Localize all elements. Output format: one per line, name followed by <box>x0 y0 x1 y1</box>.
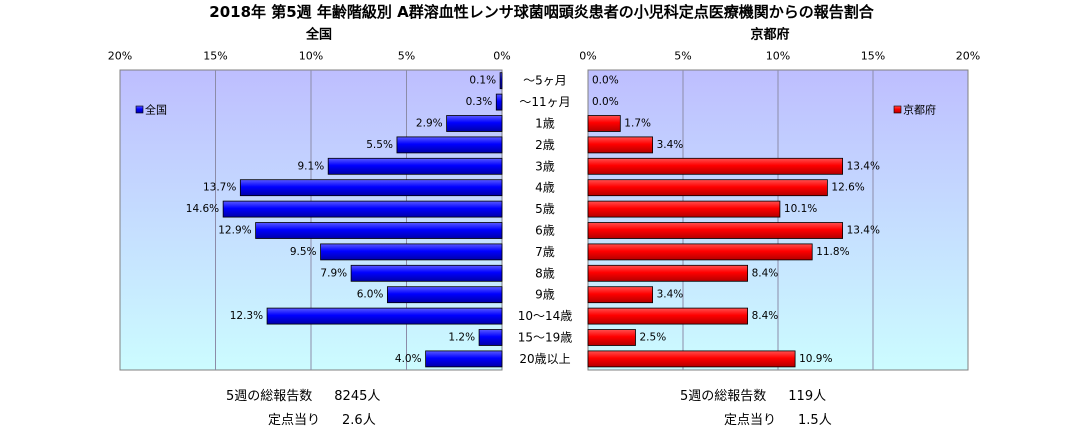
kyoto-value-label: 8.4% <box>752 310 779 322</box>
national-bar <box>222 200 503 218</box>
national-bar <box>478 329 503 346</box>
kyoto-total: 5週の総報告数 119人 <box>680 385 826 404</box>
kyoto-total-label: 5週の総報告数 <box>680 389 767 404</box>
kyoto-bar <box>587 286 653 304</box>
national-value-label: 12.9% <box>218 225 251 237</box>
kyoto-tick-label: 20% <box>956 50 980 63</box>
national-bar <box>446 115 503 132</box>
category-label: 15～19歳 <box>518 331 573 345</box>
kyoto-bar <box>587 115 621 132</box>
national-bar <box>499 72 503 90</box>
category-label: 7歳 <box>535 245 555 259</box>
kyoto-per-site: 定点当り 1.5人 <box>724 409 832 428</box>
category-label: ～5ヶ月 <box>523 74 567 88</box>
kyoto-legend-label: 京都府 <box>903 103 936 117</box>
kyoto-total-value: 119人 <box>788 389 827 404</box>
national-tick-label: 15% <box>203 50 227 63</box>
kyoto-bar <box>587 264 749 282</box>
national-bar <box>266 307 503 325</box>
national-bar <box>255 222 503 239</box>
national-value-label: 2.9% <box>416 118 443 130</box>
national-value-label: 12.3% <box>230 310 263 322</box>
kyoto-value-label: 13.4% <box>847 225 880 237</box>
kyoto-value-label: 1.7% <box>624 118 651 130</box>
category-label: 9歳 <box>535 288 555 302</box>
national-total-value: 8245人 <box>334 389 381 404</box>
kyoto-tick-label: 0% <box>579 50 596 63</box>
kyoto-per-label: 定点当り <box>724 413 777 428</box>
kyoto-value-label: 0.0% <box>592 75 619 87</box>
national-value-label: 9.5% <box>290 246 317 258</box>
kyoto-value-label: 2.5% <box>640 332 667 344</box>
national-value-label: 1.2% <box>448 332 475 344</box>
kyoto-value-label: 3.4% <box>657 139 684 151</box>
national-bar <box>350 264 503 282</box>
kyoto-per-value: 1.5人 <box>798 413 832 428</box>
kyoto-legend-swatch <box>893 105 902 114</box>
kyoto-bar <box>587 136 653 154</box>
category-label: ～11ヶ月 <box>519 95 570 109</box>
kyoto-value-label: 10.1% <box>784 203 817 215</box>
kyoto-bar <box>587 329 636 346</box>
category-label: 6歳 <box>535 224 555 238</box>
category-label: 8歳 <box>535 266 555 280</box>
category-label: 4歳 <box>535 181 555 195</box>
national-bar <box>425 350 503 368</box>
national-total-label: 5週の総報告数 <box>226 389 313 404</box>
kyoto-bar <box>587 157 844 175</box>
kyoto-value-label: 3.4% <box>657 289 684 301</box>
national-tick-label: 10% <box>299 50 323 63</box>
kyoto-value-label: 13.4% <box>847 160 880 172</box>
category-label: 2歳 <box>535 138 555 152</box>
national-value-label: 7.9% <box>320 267 347 279</box>
national-legend-label: 全国 <box>145 103 167 117</box>
kyoto-bar <box>587 179 828 197</box>
national-value-label: 14.6% <box>186 203 219 215</box>
national-total: 5週の総報告数 8245人 <box>226 385 380 404</box>
national-bar <box>239 179 503 197</box>
category-label: 1歳 <box>535 117 555 131</box>
kyoto-bar <box>587 350 796 368</box>
kyoto-tick-label: 15% <box>861 50 885 63</box>
kyoto-value-label: 0.0% <box>592 96 619 108</box>
kyoto-value-label: 8.4% <box>752 267 779 279</box>
national-bar <box>320 243 503 261</box>
national-value-label: 5.5% <box>366 139 393 151</box>
national-tick-label: 20% <box>108 50 132 63</box>
national-value-label: 9.1% <box>298 160 325 172</box>
national-bar <box>386 286 503 304</box>
chart-title: 2018年 第5週 年齢階級別 A群溶血性レンサ球菌咽頭炎患者の小児科定点医療機… <box>209 3 874 21</box>
kyoto-bar <box>587 243 813 261</box>
national-legend-swatch <box>135 105 144 114</box>
category-label: 3歳 <box>535 159 555 173</box>
category-label: 5歳 <box>535 202 555 216</box>
national-value-label: 4.0% <box>395 353 422 365</box>
kyoto-value-label: 12.6% <box>831 182 864 194</box>
kyoto-value-label: 10.9% <box>799 353 832 365</box>
national-tick-label: 5% <box>398 50 415 63</box>
kyoto-bar <box>587 307 749 325</box>
national-bar <box>495 93 503 111</box>
national-value-label: 13.7% <box>203 182 236 194</box>
national-panel-title: 全国 <box>305 27 332 43</box>
national-per-label: 定点当り <box>268 413 321 428</box>
national-value-label: 0.1% <box>469 75 496 87</box>
kyoto-value-label: 11.8% <box>816 246 849 258</box>
national-per-value: 2.6人 <box>342 413 376 428</box>
national-tick-label: 0% <box>493 50 510 63</box>
category-label: 20歳以上 <box>519 352 570 366</box>
category-label: 10～14歳 <box>518 309 573 323</box>
national-per-site: 定点当り 2.6人 <box>268 409 376 428</box>
kyoto-tick-label: 5% <box>674 50 691 63</box>
kyoto-bar <box>587 222 844 239</box>
national-value-label: 6.0% <box>357 289 384 301</box>
kyoto-panel-title: 京都府 <box>750 27 789 43</box>
national-bar <box>396 136 503 154</box>
national-value-label: 0.3% <box>466 96 493 108</box>
national-bar <box>327 157 503 175</box>
kyoto-tick-label: 10% <box>766 50 790 63</box>
kyoto-bar <box>587 200 781 218</box>
